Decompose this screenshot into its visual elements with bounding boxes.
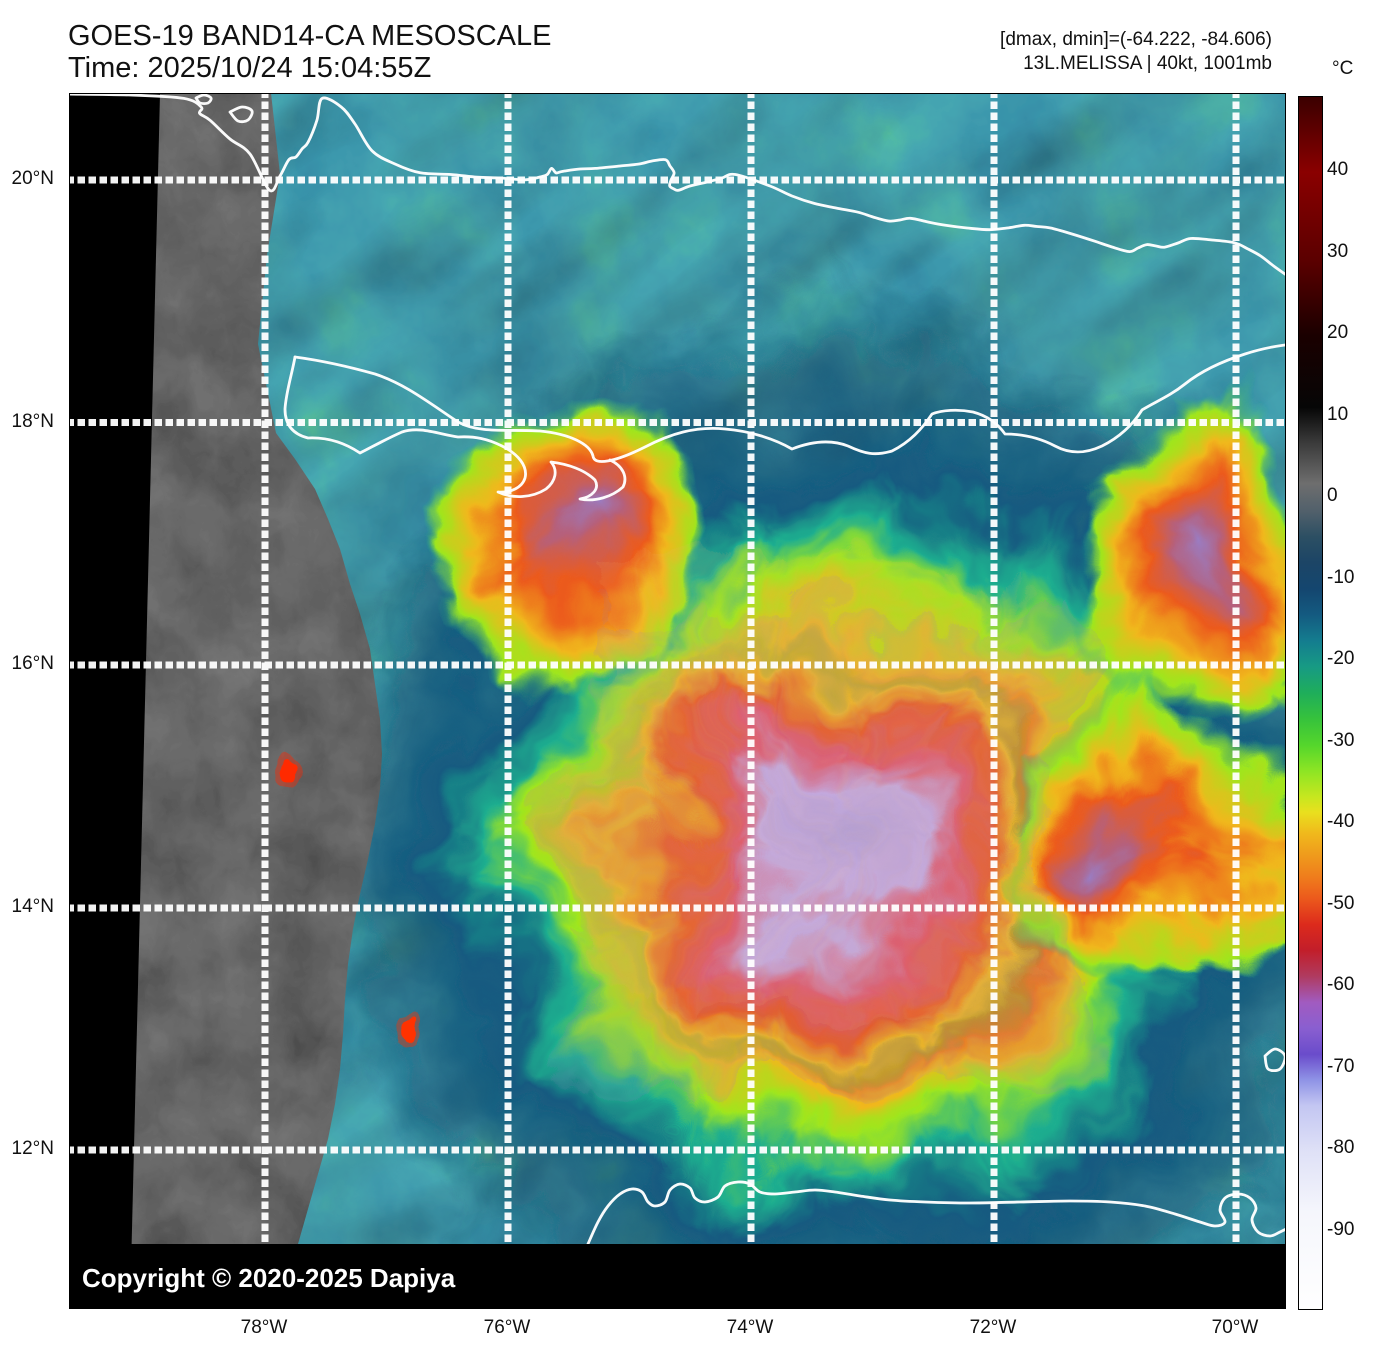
svg-text:Copyright © 2020-2025 Dapiya: Copyright © 2020-2025 Dapiya xyxy=(82,1263,456,1293)
